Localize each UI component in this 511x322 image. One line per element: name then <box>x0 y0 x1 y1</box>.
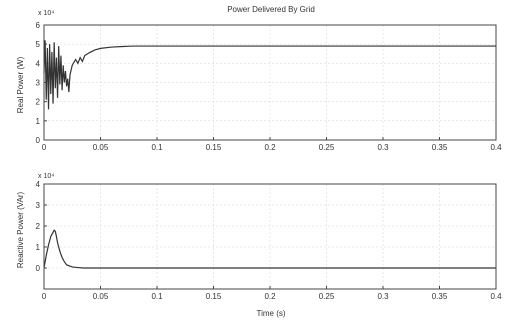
plot-top-y-tick-label: 5 <box>36 40 41 49</box>
plot-bottom-x-tick-label: 0.3 <box>377 292 389 301</box>
plot-bottom-y-tick-label: 3 <box>36 201 41 210</box>
plot-bottom-grid <box>43 183 497 289</box>
plot-top-y-tick-label: 3 <box>36 79 41 88</box>
plot-top-x-tick-label: 0.15 <box>206 143 222 152</box>
plot-bottom: x 10⁴ Reactive Power (VAr) 0 0.05 0.1 0.15 0… <box>16 173 502 318</box>
plot-bottom-series <box>43 229 496 269</box>
plot-top-y-tick-label: 1 <box>36 117 41 126</box>
plot-top: Power Delivered By Grid x 10⁴ Real Power… <box>16 5 502 152</box>
plot-bottom-x-tick-label: 0.05 <box>93 292 109 301</box>
plot-top-x-tick-label: 0.2 <box>264 143 276 152</box>
plot-top-grid <box>43 24 497 141</box>
plot-top-exponent: x 10⁴ <box>38 10 54 17</box>
plot-top-y-tick-label: 2 <box>36 98 41 107</box>
plot-top-x-tick-label: 0 <box>42 143 47 152</box>
plot-top-y-tick-label: 6 <box>36 21 41 30</box>
plot-top-ylabel: Real Power (W) <box>16 56 25 113</box>
plot-bottom-xlabel: Time (s) <box>256 309 285 318</box>
plot-bottom-x-tick-label: 0.2 <box>264 292 276 301</box>
plot-bottom-x-tick-label: 0 <box>42 292 47 301</box>
plot-bottom-y-tick-label: 4 <box>36 180 41 189</box>
plot-top-y-tick-label: 4 <box>36 59 41 68</box>
plot-bottom-y-tick-label: 0 <box>36 264 41 273</box>
plot-top-x-tick-label: 0.25 <box>319 143 335 152</box>
plot-bottom-y-tick-label: 1 <box>36 243 41 252</box>
plot-bottom-x-tick-label: 0.35 <box>432 292 448 301</box>
plot-bottom-x-tick-label: 0.4 <box>490 292 502 301</box>
plot-top-ticks: 0 0.05 0.1 0.15 0.2 0.25 0.3 0.35 0.4 0 1 2 3 4 5 6 <box>36 21 503 152</box>
plot-top-series <box>43 40 496 110</box>
plot-bottom-y-tick-label: 2 <box>36 222 41 231</box>
plot-top-series-line <box>43 40 496 110</box>
plot-bottom-ticks: 0 0.05 0.1 0.15 0.2 0.25 0.3 0.35 0.4 0 1 2 3 4 <box>36 180 503 301</box>
plot-bottom-x-tick-label: 0.25 <box>319 292 335 301</box>
plot-bottom-series-line <box>43 229 496 269</box>
plot-top-x-tick-label: 0.05 <box>93 143 109 152</box>
plot-top-x-tick-label: 0.3 <box>377 143 389 152</box>
plot-bottom-x-tick-label: 0.1 <box>151 292 163 301</box>
plot-bottom-ylabel: Reactive Power (VAr) <box>16 192 25 269</box>
plot-bottom-x-tick-label: 0.15 <box>206 292 222 301</box>
plot-bottom-exponent: x 10⁴ <box>38 173 54 180</box>
plot-top-y-tick-label: 0 <box>36 136 41 145</box>
plot-top-x-tick-label: 0.4 <box>490 143 502 152</box>
plot-top-x-tick-label: 0.35 <box>432 143 448 152</box>
plot-top-x-tick-label: 0.1 <box>151 143 163 152</box>
plot-top-title: Power Delivered By Grid <box>227 5 315 14</box>
